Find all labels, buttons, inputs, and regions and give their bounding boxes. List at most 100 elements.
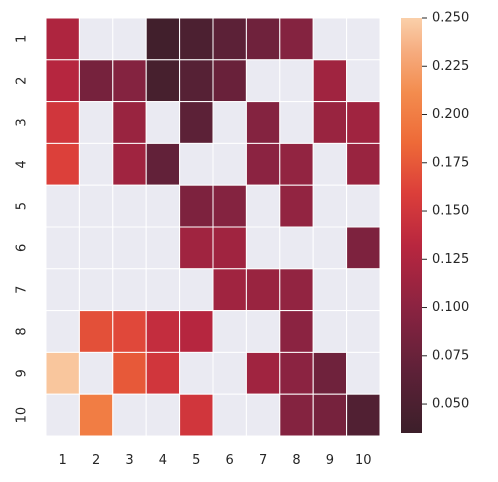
heatmap-cell-r4-c3 xyxy=(112,142,147,186)
heatmap-cell-r2-c4 xyxy=(145,59,181,103)
heatmap-cell-r7-c7 xyxy=(245,268,281,312)
colorbar-tick-label: 0.200 xyxy=(432,107,469,122)
heatmap-cell-r9-c4 xyxy=(145,351,181,395)
heatmap-cell-r3-c7 xyxy=(245,101,281,144)
y-tick-labels: 1 2 3 4 5 6 7 8 9 10 xyxy=(15,35,30,424)
heatmap-cell-r3-c2 xyxy=(78,101,114,144)
heatmap-cell-r10-c4 xyxy=(145,393,181,437)
heatmap-cell-r5-c4 xyxy=(145,184,181,228)
x-tick-label: 6 xyxy=(226,453,234,468)
heatmap-cell-r4-c10 xyxy=(346,142,381,186)
x-tick-label: 10 xyxy=(355,453,372,468)
heatmap-cell-r7-c1 xyxy=(45,268,80,312)
heatmap-cell-r9-c10 xyxy=(346,351,381,395)
colorbar-tick-label: 0.100 xyxy=(432,300,469,315)
heatmap-cell-r1-c1 xyxy=(45,17,80,61)
heatmap-cell-r8-c3 xyxy=(112,310,147,353)
colorbar-tick-label: 0.125 xyxy=(432,252,469,267)
heatmap-cell-r9-c6 xyxy=(212,351,247,395)
heatmap-cell-r5-c2 xyxy=(78,184,114,228)
heatmap-cell-r8-c2 xyxy=(78,310,114,353)
heatmap-cell-r6-c7 xyxy=(245,226,281,270)
heatmap-cell-r10-c7 xyxy=(245,393,281,437)
heatmap-cell-r1-c7 xyxy=(245,17,281,61)
x-tick-label: 8 xyxy=(292,453,300,468)
x-tick-label: 9 xyxy=(326,453,334,468)
heatmap-cell-r4-c7 xyxy=(245,142,281,186)
y-tick-label: 6 xyxy=(15,244,30,252)
heatmap-cell-r2-c10 xyxy=(346,59,381,103)
y-tick-label: 2 xyxy=(15,77,30,85)
heatmap-cell-r4-c6 xyxy=(212,142,247,186)
heatmap-cell-r5-c8 xyxy=(279,184,314,228)
heatmap-cell-r9-c8 xyxy=(279,351,314,395)
heatmap-cell-r3-c1 xyxy=(45,101,80,144)
x-tick-label: 5 xyxy=(192,453,200,468)
heatmap-cell-r2-c6 xyxy=(212,59,247,103)
heatmap-cell-r1-c3 xyxy=(112,17,147,61)
heatmap-cell-r2-c3 xyxy=(112,59,147,103)
heatmap-cell-r10-c9 xyxy=(312,393,348,437)
heatmap-cell-r3-c3 xyxy=(112,101,147,144)
heatmap-cell-r7-c6 xyxy=(212,268,247,312)
y-tick-label: 5 xyxy=(15,202,30,210)
x-tick-label: 2 xyxy=(92,453,100,468)
colorbar-tick-label: 0.250 xyxy=(432,11,469,26)
heatmap-cell-r4-c4 xyxy=(145,142,181,186)
y-tick-label: 9 xyxy=(15,369,30,377)
heatmap-cell-r6-c2 xyxy=(78,226,114,270)
heatmap-cell-r6-c5 xyxy=(179,226,214,270)
x-tick-label: 7 xyxy=(259,453,267,468)
heatmap-cell-r10-c10 xyxy=(346,393,381,437)
heatmap-cell-r8-c6 xyxy=(212,310,247,353)
heatmap-cell-r6-c8 xyxy=(279,226,314,270)
heatmap-cell-r4-c8 xyxy=(279,142,314,186)
colorbar-tick-label: 0.225 xyxy=(432,59,469,74)
x-tick-label: 1 xyxy=(59,453,67,468)
heatmap-cell-r2-c5 xyxy=(179,59,214,103)
heatmap-cell-r1-c5 xyxy=(179,17,214,61)
heatmap-cell-r6-c4 xyxy=(145,226,181,270)
heatmap-cell-r9-c9 xyxy=(312,351,348,395)
heatmap-cell-r1-c9 xyxy=(312,17,348,61)
heatmap-cell-r7-c8 xyxy=(279,268,314,312)
x-tick-label: 3 xyxy=(125,453,133,468)
colorbar-tick-label: 0.175 xyxy=(432,155,469,170)
colorbar-ticks: 0.050 0.075 0.100 0.125 0.150 0.175 0.200 0.225… xyxy=(422,11,469,412)
heatmap-cell-r7-c9 xyxy=(312,268,348,312)
heatmap-cell-r6-c1 xyxy=(45,226,80,270)
heatmap-cell-r7-c3 xyxy=(112,268,147,312)
heatmap-cell-r6-c3 xyxy=(112,226,147,270)
heatmap-cell-r10-c1 xyxy=(45,393,80,437)
heatmap-cell-r5-c6 xyxy=(212,184,247,228)
colorbar-tick-label: 0.075 xyxy=(432,348,469,363)
colorbar-tick-label: 0.050 xyxy=(432,397,469,412)
heatmap-cell-r2-c2 xyxy=(78,59,114,103)
heatmap-cell-r1-c8 xyxy=(279,17,314,61)
heatmap-cell-r5-c7 xyxy=(245,184,281,228)
heatmap-cell-r6-c10 xyxy=(346,226,381,270)
heatmap-cell-r2-c1 xyxy=(45,59,80,103)
heatmap-cell-r6-c9 xyxy=(312,226,348,270)
y-tick-label: 10 xyxy=(15,407,30,424)
x-tick-labels: 1 2 3 4 5 6 7 8 9 10 xyxy=(59,453,372,468)
y-tick-label: 8 xyxy=(15,327,30,335)
heatmap-cell-r8-c5 xyxy=(179,310,214,353)
heatmap-cell-r9-c3 xyxy=(112,351,147,395)
heatmap-cell-r4-c5 xyxy=(179,142,214,186)
heatmap-cell-r3-c8 xyxy=(279,101,314,144)
heatmap-cell-r1-c10 xyxy=(346,17,381,61)
y-tick-label: 3 xyxy=(15,118,30,126)
heatmap-cell-r1-c6 xyxy=(212,17,247,61)
y-tick-label: 7 xyxy=(15,286,30,294)
heatmap-cell-r3-c6 xyxy=(212,101,247,144)
heatmap-cell-r6-c6 xyxy=(212,226,247,270)
heatmap-cell-r4-c1 xyxy=(45,142,80,186)
heatmap-cell-r10-c3 xyxy=(112,393,147,437)
heatmap-cell-r7-c2 xyxy=(78,268,114,312)
heatmap-cell-r10-c6 xyxy=(212,393,247,437)
colorbar-tick-label: 0.150 xyxy=(432,204,469,219)
heatmap-cell-r5-c5 xyxy=(179,184,214,228)
heatmap-cell-r4-c2 xyxy=(78,142,114,186)
heatmap-cell-r8-c4 xyxy=(145,310,181,353)
